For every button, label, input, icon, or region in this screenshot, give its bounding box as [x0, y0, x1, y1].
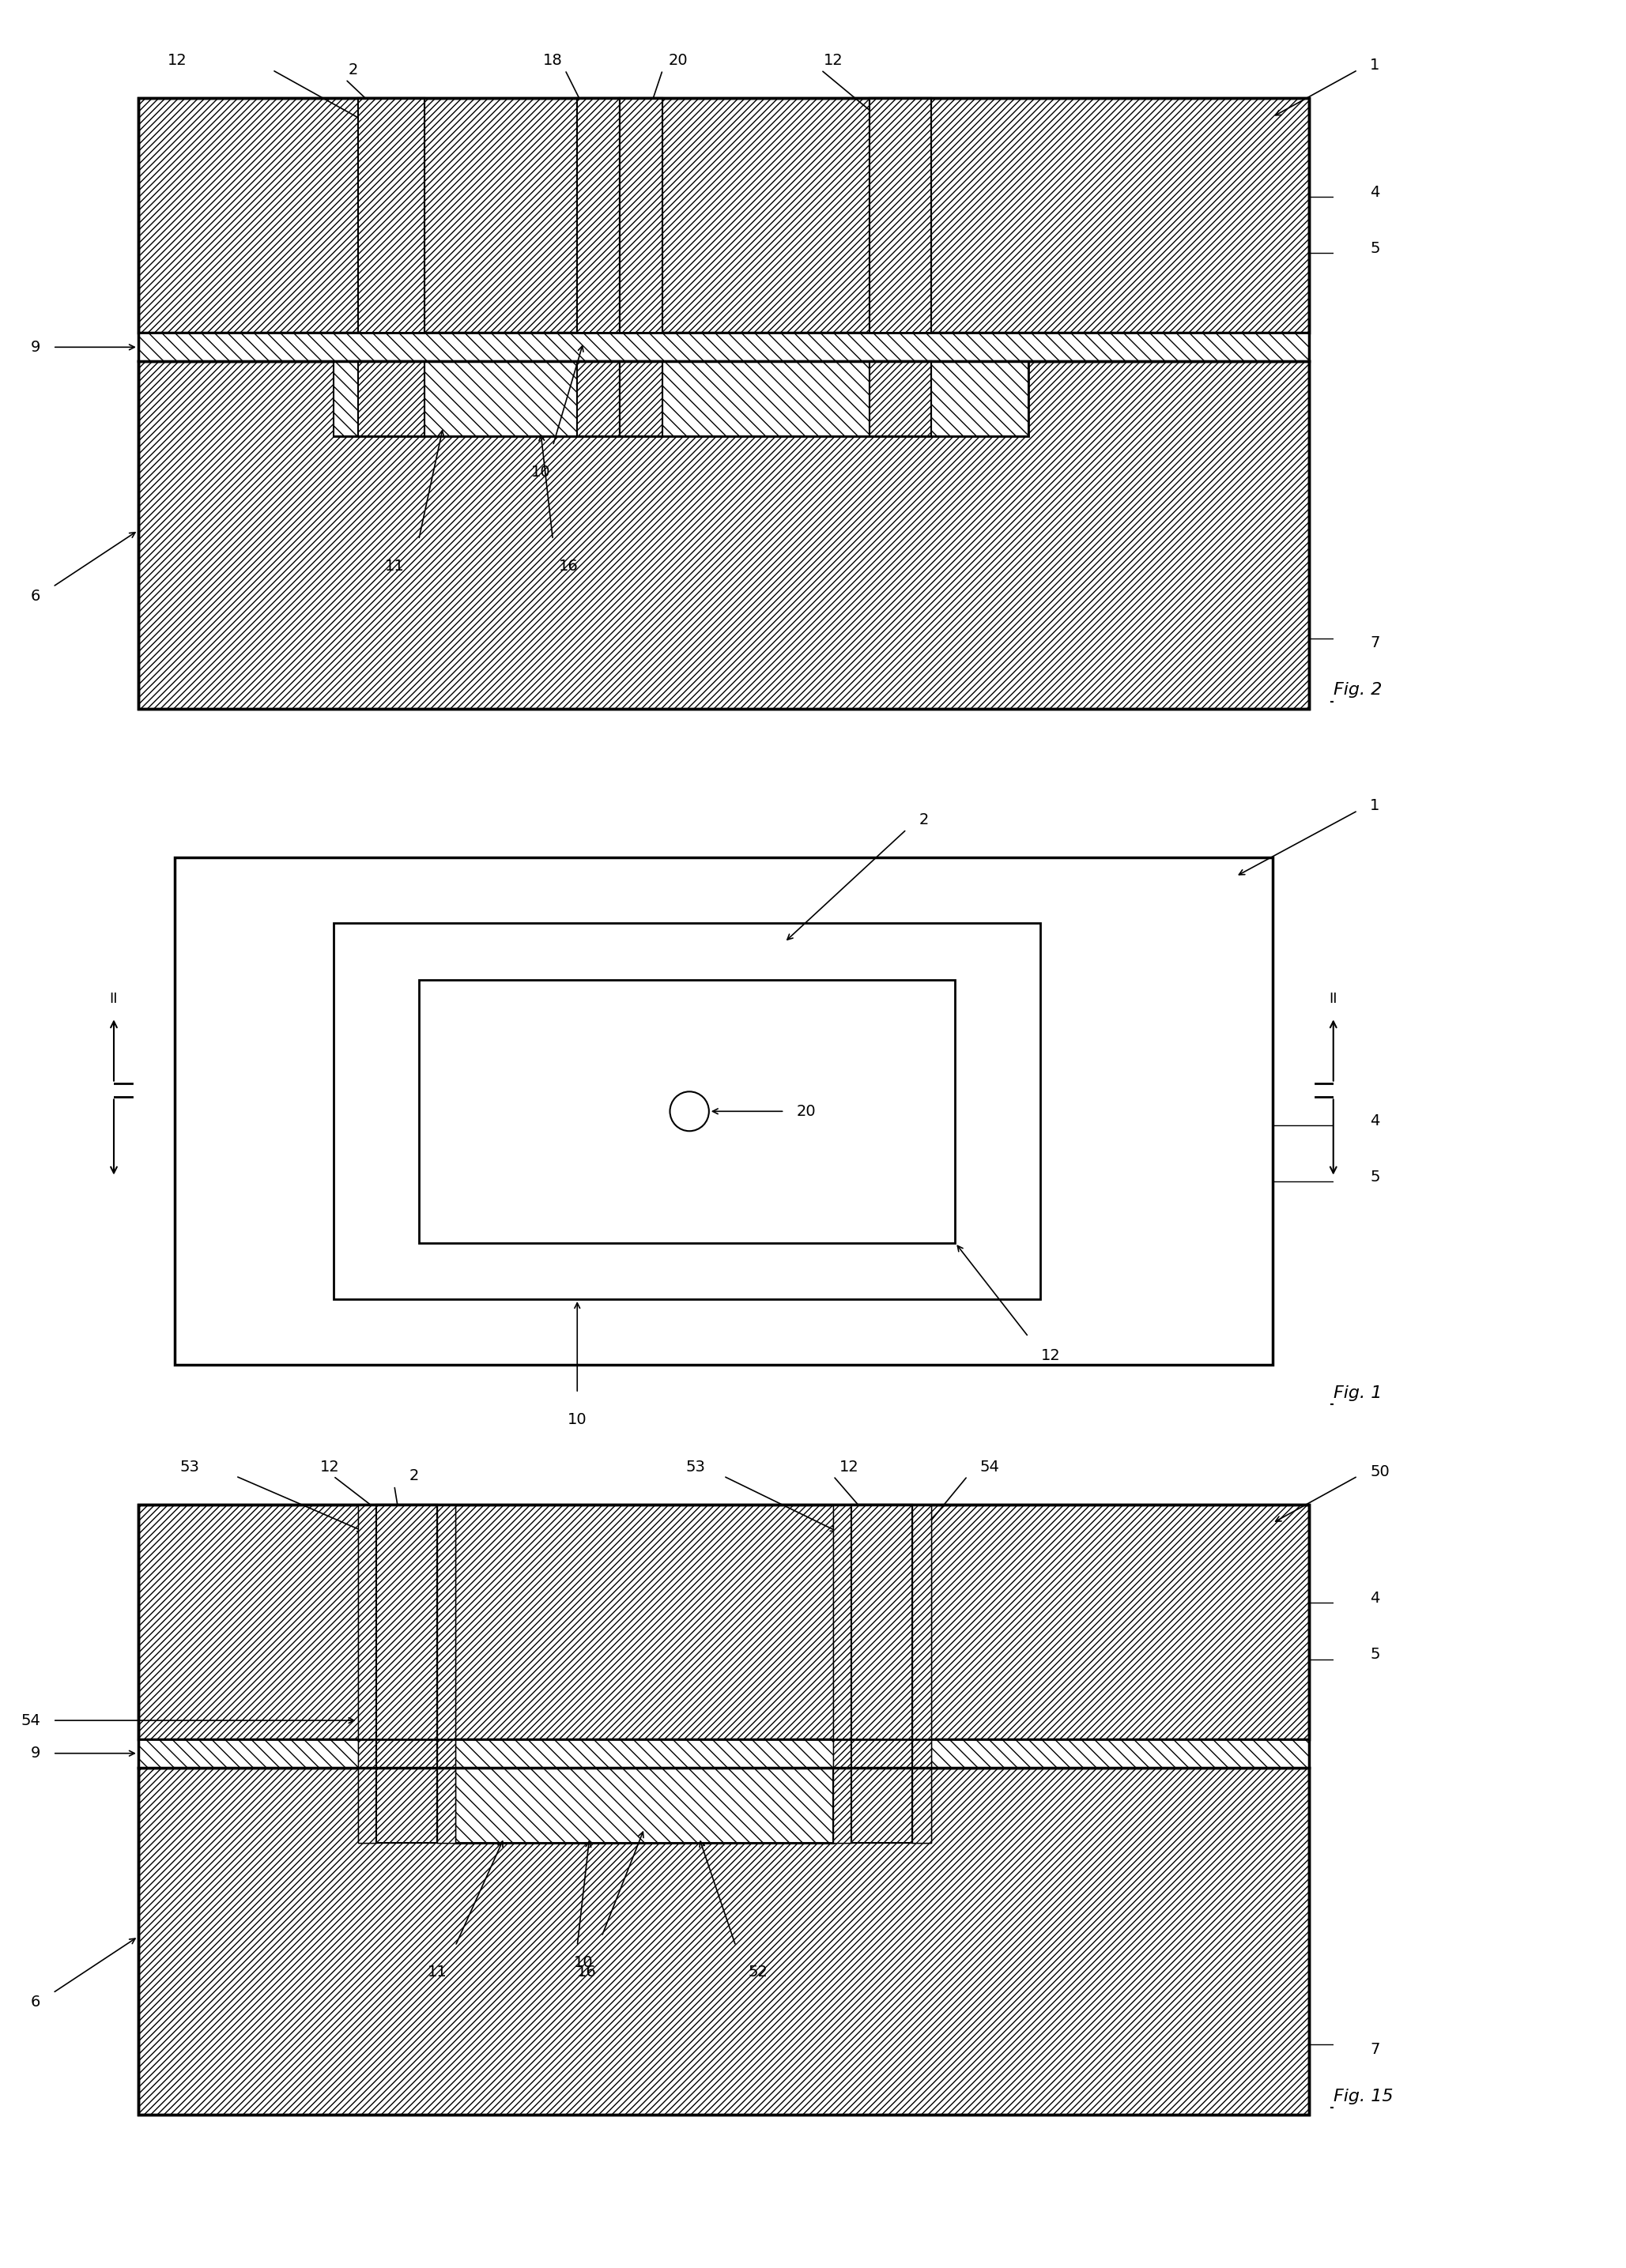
Text: 10: 10 [574, 1955, 593, 1971]
Bar [138, 1504, 1309, 1740]
Bar [333, 923, 1041, 1300]
Text: 9: 9 [31, 1746, 41, 1760]
Text: 10: 10 [532, 465, 550, 479]
Bar [620, 361, 663, 435]
Text: 5: 5 [1371, 1170, 1380, 1184]
Text: 5: 5 [1371, 240, 1380, 256]
Bar [577, 361, 620, 435]
Bar [852, 1504, 912, 1842]
Text: 20: 20 [668, 52, 688, 68]
Bar [620, 98, 663, 333]
Text: 2: 2 [408, 1470, 420, 1483]
Text: Fig. 2: Fig. 2 [1333, 683, 1382, 699]
Bar [620, 98, 663, 333]
Bar [437, 1504, 455, 1842]
Bar [834, 1504, 852, 1842]
Text: 7: 7 [1371, 635, 1380, 651]
Bar [358, 98, 424, 333]
Text: 12: 12 [823, 52, 844, 68]
Ellipse shape [670, 1091, 709, 1132]
Bar [870, 98, 932, 333]
Text: 54: 54 [21, 1712, 41, 1728]
Bar [138, 1740, 1309, 1767]
Text: 2: 2 [919, 812, 928, 828]
Bar [870, 361, 932, 435]
Text: 16: 16 [577, 1964, 597, 1980]
Bar [138, 333, 1309, 361]
Bar [577, 361, 620, 435]
Text: 6: 6 [31, 1996, 41, 2009]
Bar [852, 1504, 912, 1842]
Bar [870, 361, 932, 435]
Text: 4: 4 [1371, 1114, 1380, 1127]
Text: 16: 16 [559, 558, 579, 574]
Bar [455, 1767, 834, 1842]
Bar [138, 361, 1309, 710]
Text: Fig. 15: Fig. 15 [1333, 2089, 1393, 2105]
Bar [358, 1504, 376, 1842]
Text: 52: 52 [748, 1964, 767, 1980]
Text: 10: 10 [567, 1413, 587, 1427]
Text: 53: 53 [179, 1458, 198, 1474]
Text: 20: 20 [797, 1105, 816, 1118]
Bar [912, 1504, 930, 1842]
Bar [376, 1504, 437, 1842]
Text: 18: 18 [543, 52, 563, 68]
Bar [358, 98, 424, 333]
Text: 4: 4 [1371, 1590, 1380, 1606]
Text: 53: 53 [686, 1458, 706, 1474]
Bar [620, 361, 663, 435]
Bar [358, 361, 424, 435]
Bar [834, 1504, 852, 1842]
Bar [577, 98, 620, 333]
Bar [358, 361, 424, 435]
Text: Fig. 1: Fig. 1 [1333, 1386, 1382, 1402]
Text: 12: 12 [1041, 1347, 1060, 1363]
Bar [577, 98, 620, 333]
Bar [333, 361, 1029, 435]
Bar [420, 980, 956, 1243]
Text: 7: 7 [1371, 2041, 1380, 2057]
Text: 9: 9 [31, 340, 41, 354]
Bar [333, 361, 1029, 435]
Bar [138, 98, 1309, 333]
Text: 5: 5 [1371, 1647, 1380, 1662]
Bar [138, 1767, 1309, 2116]
Bar [358, 1504, 376, 1842]
Text: 50: 50 [1371, 1463, 1390, 1479]
Text: 54: 54 [979, 1458, 1000, 1474]
Bar [912, 1504, 930, 1842]
Text: 2: 2 [348, 64, 358, 77]
Text: 11: 11 [428, 1964, 447, 1980]
Bar [176, 857, 1273, 1365]
Text: II: II [109, 991, 119, 1007]
Text: II: II [1328, 991, 1338, 1007]
Bar [870, 98, 932, 333]
Text: 6: 6 [31, 590, 41, 603]
Text: 12: 12 [839, 1458, 859, 1474]
Text: 12: 12 [167, 52, 187, 68]
Text: 11: 11 [384, 558, 405, 574]
Bar [376, 1504, 437, 1842]
Text: 1: 1 [1371, 57, 1380, 73]
Bar [437, 1504, 455, 1842]
Bar [455, 1767, 834, 1842]
Text: 4: 4 [1371, 184, 1380, 200]
Text: 1: 1 [1371, 798, 1380, 814]
Text: 12: 12 [320, 1458, 340, 1474]
